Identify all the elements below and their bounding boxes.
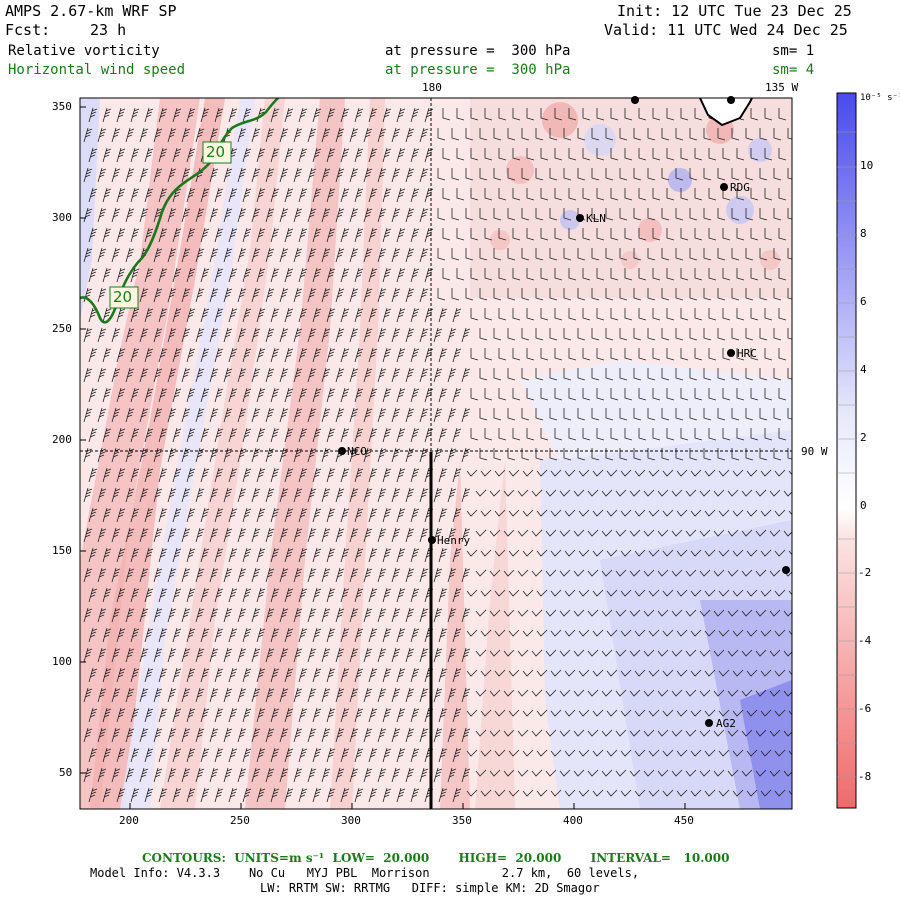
- station-marker-rdg[interactable]: [720, 183, 728, 191]
- contour-label-box-1: [202, 141, 232, 164]
- lon-label-135w: 135 W: [765, 81, 799, 94]
- station-marker-edge: [782, 566, 790, 574]
- y-tick-label: 150: [52, 544, 72, 557]
- wind-barbs: [83, 107, 792, 803]
- field-vorticity-label: Relative vorticity: [8, 43, 160, 59]
- y-tick-label: 250: [52, 322, 72, 335]
- wind-barb-pattern: [83, 107, 792, 803]
- wind-speed-contour: [80, 98, 279, 324]
- station-marker-top: [631, 96, 639, 104]
- axis-ticks: [80, 106, 686, 809]
- station-markers: [338, 96, 790, 727]
- valid-time: Valid: 11 UTC Wed 24 Dec 25: [604, 21, 848, 39]
- init-time: Init: 12 UTC Tue 23 Dec 25: [617, 2, 852, 20]
- model-title: AMPS 2.67-km WRF SP: [5, 2, 177, 20]
- colorbar-bands: [837, 131, 856, 778]
- colorbar-tick: 10: [860, 159, 874, 172]
- colorbar: [836, 92, 857, 809]
- colorbar-tick: 6: [860, 295, 867, 308]
- colorbar-tick: 0: [860, 499, 867, 512]
- station-label-ag2: AG2: [716, 717, 736, 730]
- coastline: [699, 98, 753, 127]
- station-label-rdg: RDG: [730, 181, 750, 194]
- colorbar-unit: 10⁻⁵ s⁻¹: [860, 93, 900, 103]
- station-marker-hrc[interactable]: [727, 349, 735, 357]
- colorbar-tick: -2: [858, 566, 872, 579]
- colorbar-tick: 8: [860, 227, 867, 240]
- contour-label-box-2: [109, 286, 139, 309]
- forecast-label: Fcst:: [5, 21, 51, 39]
- colorbar-tick: -4: [858, 634, 872, 647]
- field-wind-label: Horizontal wind speed: [8, 62, 186, 78]
- y-tick-label: 300: [52, 211, 72, 224]
- contour-label: 20: [113, 288, 133, 306]
- contours-info: CONTOURS: UNITS=m s⁻¹ LOW= 20.000 HIGH= …: [142, 851, 730, 865]
- field-wind-smoothing: sm= 4: [772, 62, 815, 78]
- x-tick-label: 200: [119, 814, 139, 827]
- colorbar-tick: 4: [860, 363, 867, 376]
- station-label-nco: NCO: [347, 445, 367, 458]
- colorbar-tick: -8: [858, 770, 872, 783]
- station-marker-henry[interactable]: [428, 536, 436, 544]
- station-label-kln: KLN: [586, 212, 606, 225]
- station-marker-ag2[interactable]: [705, 719, 713, 727]
- colorbar-tick: -6: [858, 702, 872, 715]
- field-vorticity-level: at pressure = 300 hPa: [385, 43, 571, 59]
- y-tick-label: 200: [52, 433, 72, 446]
- plot-frame: [79, 97, 793, 810]
- colorbar-tick: 2: [860, 431, 867, 444]
- model-info: Model Info: V4.3.3 No Cu MYJ PBL Morriso…: [90, 866, 640, 880]
- y-tick-label: 350: [52, 100, 72, 113]
- vorticity-field: [80, 98, 792, 809]
- lon-label-90w: 90 W: [801, 445, 828, 458]
- x-tick-label: 300: [341, 814, 361, 827]
- forecast-hour: 23 h: [90, 21, 127, 39]
- y-tick-label: 100: [52, 655, 72, 668]
- physics-info: LW: RRTM SW: RRTMG DIFF: simple KM: 2D S…: [260, 881, 600, 895]
- station-label-hrc: HRC: [737, 347, 757, 360]
- field-wind-level: at pressure = 300 hPa: [385, 62, 571, 78]
- x-tick-label: 250: [230, 814, 250, 827]
- x-tick-label: 400: [563, 814, 583, 827]
- station-marker-kln[interactable]: [576, 214, 584, 222]
- station-marker-nco[interactable]: [338, 447, 346, 455]
- station-marker-top-right: [727, 96, 735, 104]
- station-label-henry: Henry: [437, 534, 471, 547]
- lon-label-180: 180: [422, 81, 442, 94]
- x-tick-label: 350: [452, 814, 472, 827]
- y-tick-label: 50: [59, 766, 73, 779]
- field-vorticity-smoothing: sm= 1: [772, 43, 815, 59]
- x-tick-label: 450: [674, 814, 694, 827]
- contour-label: 20: [206, 143, 226, 161]
